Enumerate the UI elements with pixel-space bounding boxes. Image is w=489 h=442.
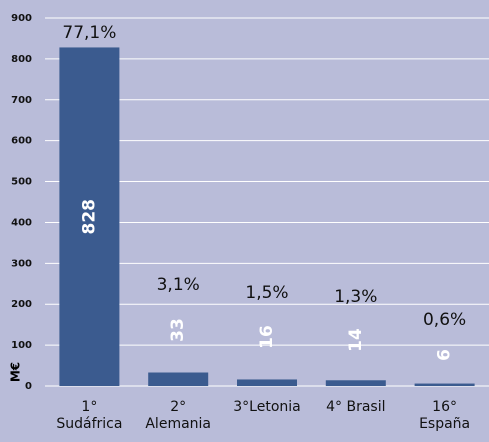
y-tick-label: 300 [11,258,32,269]
value-label: 16 [257,325,277,349]
y-tick-label: 200 [11,299,32,310]
y-tick-label: 100 [11,340,32,351]
value-label: 6 [435,349,455,361]
annotation: 3,1% [157,275,200,295]
annotation: 1,5% [245,283,288,303]
bar [59,47,120,386]
x-tick-label: 16° España [419,399,471,432]
y-axis-label: M€ [9,362,23,382]
bar [325,380,386,386]
bar [414,383,475,386]
bar [237,379,297,386]
y-tick-label: 400 [11,217,32,228]
value-label: 828 [79,199,99,235]
y-tick-label: 900 [11,13,32,24]
value-label: 33 [168,318,188,342]
value-label: 14 [346,328,366,352]
annotation: 1,3% [334,287,377,307]
y-tick-label: 700 [11,95,32,106]
annotation: 77,1% [62,23,116,43]
y-tick-label: 600 [11,136,32,147]
annotation: 0,6% [423,310,466,330]
x-tick-label: 3°Letonia [233,399,301,415]
x-tick-label: 4° Brasil [326,399,386,415]
x-tick-label: 2° Alemania [145,399,211,432]
y-tick-label: 500 [11,177,32,188]
x-tick-label: 1° Sudáfrica [56,399,123,432]
y-tick-label: 800 [11,54,32,65]
y-tick-label: 0 [25,381,32,392]
bar [148,372,209,386]
